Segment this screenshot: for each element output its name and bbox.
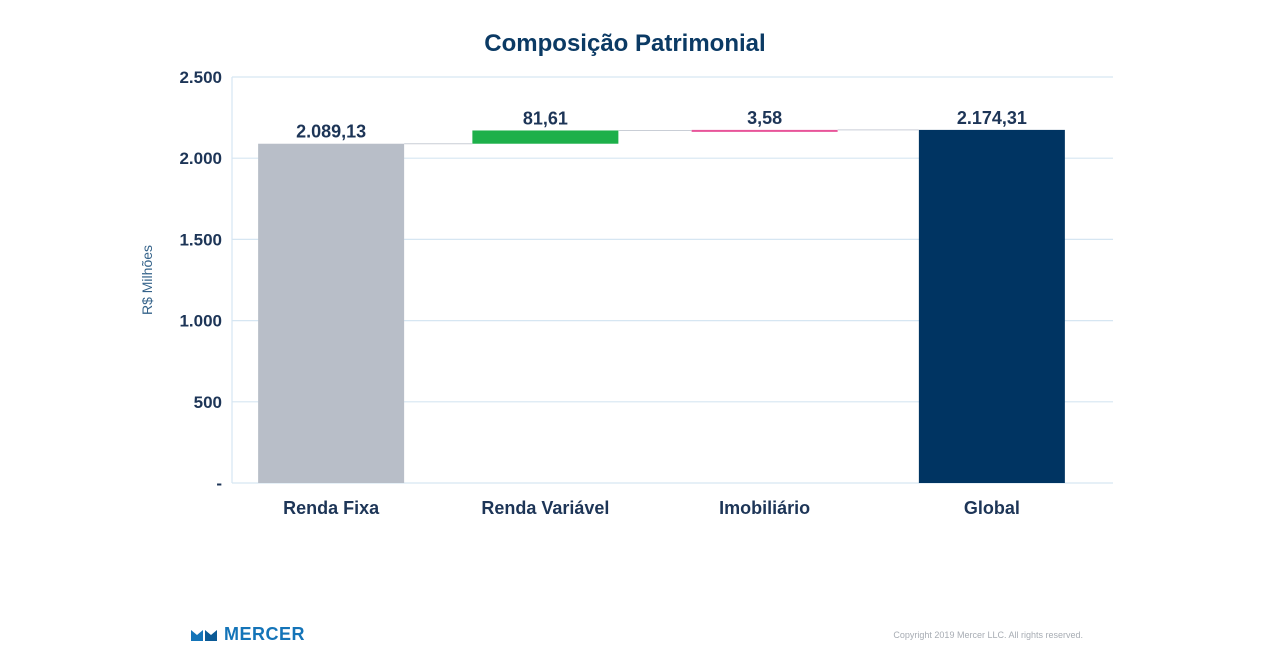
- bar-renda-variavel: [472, 130, 619, 144]
- x-tick-label: Renda Variável: [481, 498, 609, 518]
- data-label: 2.089,13: [296, 122, 366, 142]
- mercer-logo-icon: [191, 629, 217, 641]
- data-label: 81,61: [523, 108, 568, 128]
- data-label: 3,58: [747, 108, 782, 128]
- x-tick-label: Renda Fixa: [283, 498, 380, 518]
- chart-title: Composição Patrimonial: [484, 30, 765, 57]
- bars: [258, 129, 1065, 483]
- mercer-logo: MERCER: [190, 624, 305, 645]
- data-label: 2.174,31: [957, 108, 1027, 128]
- mercer-logo-text: MERCER: [224, 624, 306, 644]
- bar-renda-fixa: [258, 143, 405, 483]
- x-axis-ticks: Renda Fixa Renda Variável Imobiliário Globa…: [283, 498, 1020, 518]
- y-axis-label: R$ Milhões: [139, 245, 155, 315]
- y-tick-label: 1.000: [179, 312, 222, 331]
- y-axis-ticks: - 500 1.000 1.500 2.000 2.500: [179, 68, 222, 493]
- y-tick-label: 2.500: [179, 68, 222, 87]
- connectors: [404, 129, 919, 145]
- x-tick-label: Global: [964, 498, 1020, 518]
- x-tick-label: Imobiliário: [719, 498, 810, 518]
- bar-imobiliario: [691, 129, 838, 132]
- data-labels: 2.089,13 81,61 3,58 2.174,31: [296, 108, 1027, 142]
- y-tick-label: 1.500: [179, 230, 222, 249]
- copyright-text: Copyright 2019 Mercer LLC. All rights re…: [893, 630, 1083, 640]
- bar-global: [918, 129, 1065, 483]
- y-tick-label: -: [216, 474, 222, 493]
- y-tick-label: 2.000: [179, 149, 222, 168]
- y-tick-label: 500: [194, 393, 222, 412]
